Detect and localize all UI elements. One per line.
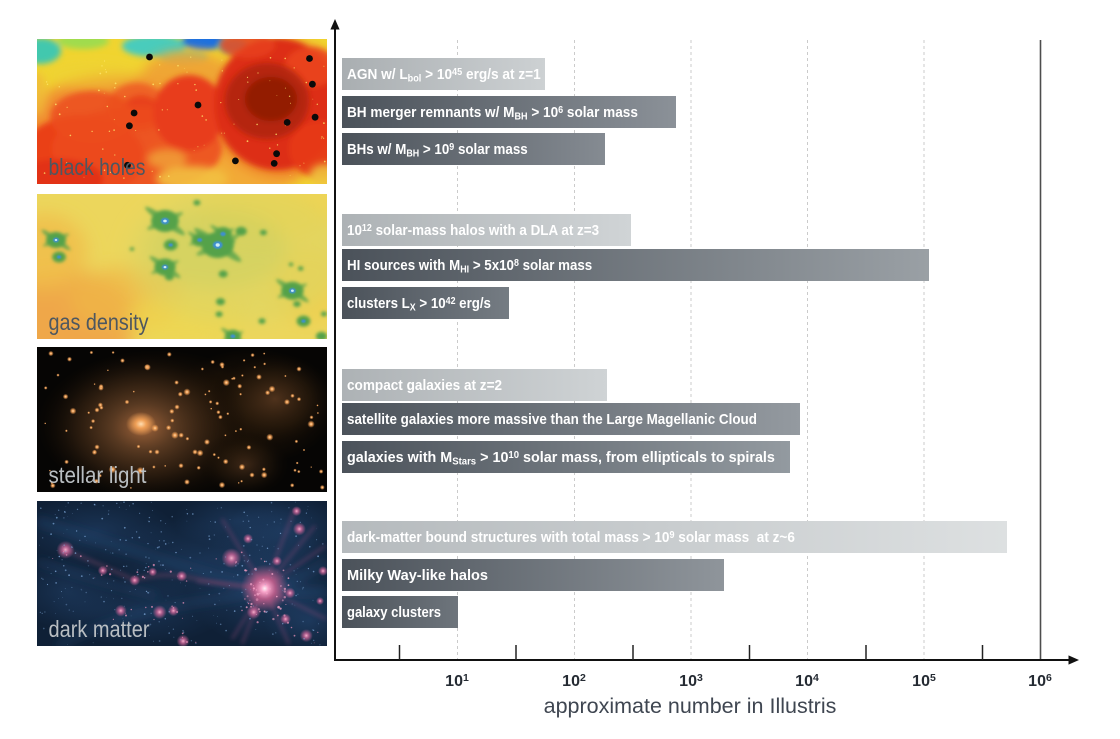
- svg-text:stellar light: stellar light: [49, 462, 148, 488]
- svg-text:gas density: gas density: [49, 309, 149, 335]
- svg-text:dark matter: dark matter: [49, 616, 150, 642]
- svg-text:black holes: black holes: [49, 154, 146, 180]
